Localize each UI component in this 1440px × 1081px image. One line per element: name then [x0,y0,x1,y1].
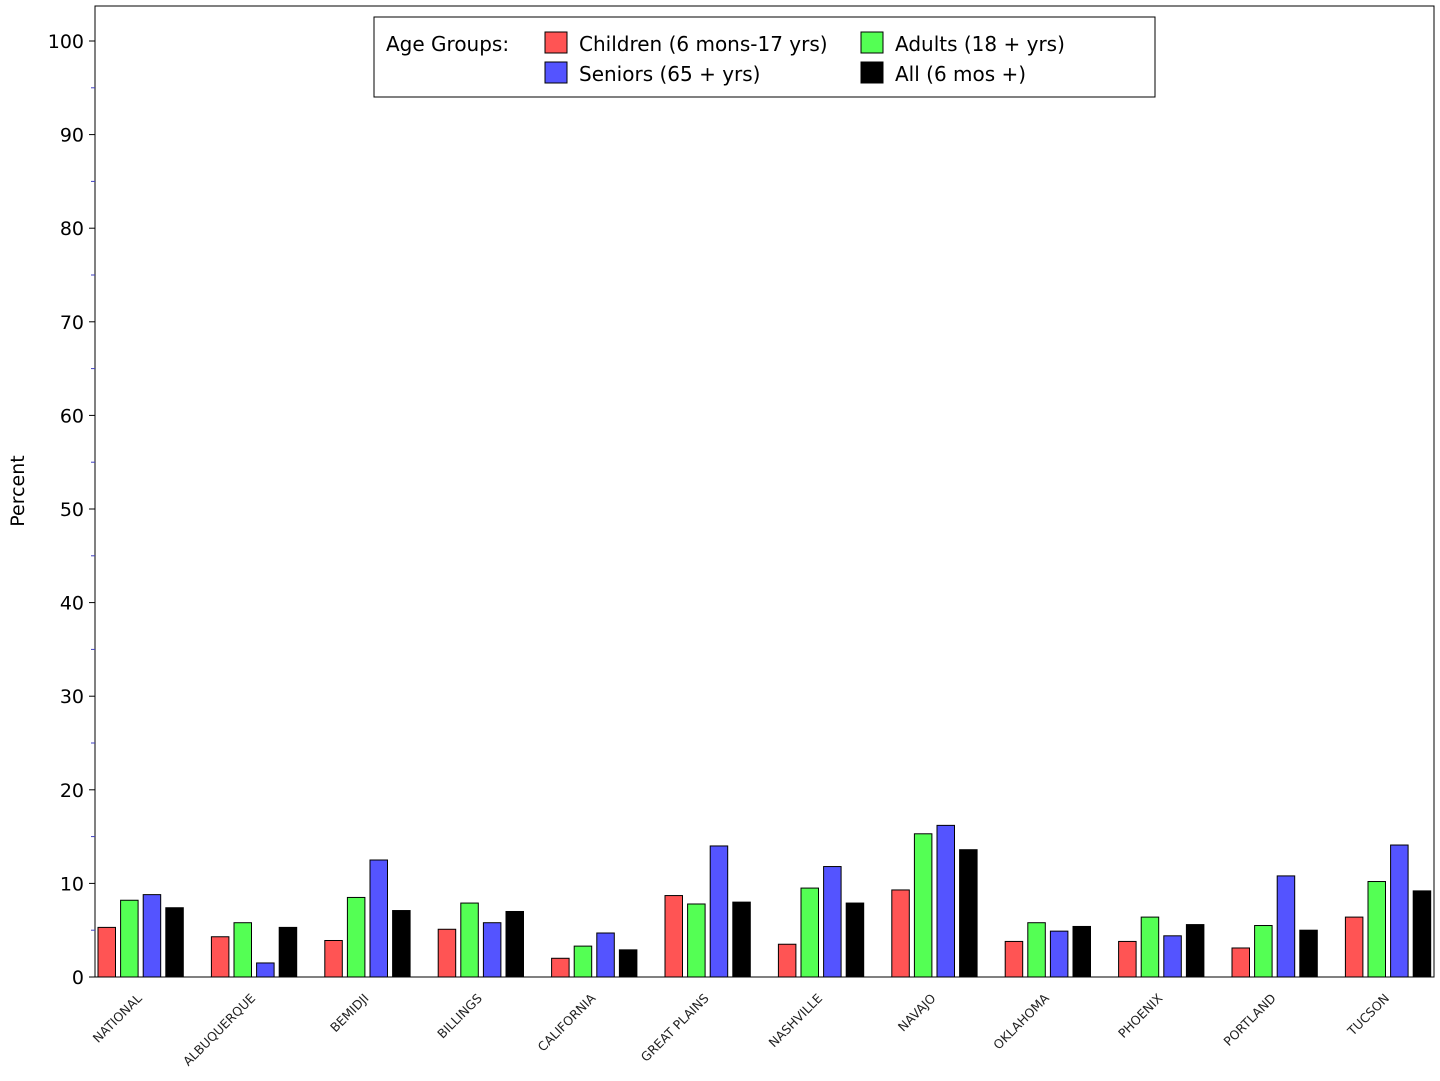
legend-swatch [860,61,884,84]
x-tick-label: TUCSON [1344,991,1393,1040]
bar [346,896,366,978]
bar [936,824,955,978]
bar [845,902,865,978]
x-axis: NATIONAL ALBUQUERQUE BEMIDJI BILLINGS CALIFO… [90,990,1393,1069]
y-axis-label: Percent [7,455,29,527]
y-tick-label: 20 [60,780,84,802]
legend-label: Adults (18 + yrs) [895,32,1065,56]
x-tick-label: OKLAHOMA [990,990,1052,1052]
x-tick-label: BILLINGS [434,990,485,1041]
bar [1367,881,1386,978]
y-tick-label: 40 [60,593,84,615]
plot-frame [94,5,1435,978]
bar [1004,940,1024,978]
bar [1299,929,1318,978]
y-tick-label: 80 [60,218,84,240]
bar [1163,935,1182,978]
legend-label: Seniors (65 + yrs) [579,62,760,86]
legend-box [373,16,1156,98]
bar [891,889,910,978]
bar [1390,844,1409,978]
bar [1185,924,1205,978]
bar [1118,940,1137,978]
bar [460,902,479,978]
bar [120,899,139,978]
bar [1049,930,1069,978]
legend: Age Groups: Children (6 mons-17 yrs) Adul… [373,16,1156,98]
legend-title: Age Groups: [386,32,509,56]
bar [959,849,978,978]
bar [1072,925,1091,978]
bar [551,957,570,978]
x-tick-label: GREAT PLAINS [638,990,712,1064]
y-tick-label: 0 [72,967,84,989]
bar [618,949,638,978]
legend-label: All (6 mos +) [895,62,1026,86]
bar [573,945,593,978]
bar [210,936,230,978]
bar [392,910,411,978]
bar [482,922,502,978]
bar [233,922,252,978]
legend-label: Children (6 mons-17 yrs) [579,32,828,56]
x-tick-label: PHOENIX [1115,990,1166,1041]
bar [97,926,116,978]
x-tick-label: CALIFORNIA [535,990,599,1054]
bar [1254,925,1273,978]
legend-items: Children (6 mons-17 yrs) Adults (18 + yrs… [544,31,1065,86]
bar [823,866,842,978]
y-tick-label: 90 [60,125,84,147]
bar [687,903,706,978]
x-tick-label: NASHVILLE [766,990,826,1050]
bar [664,895,683,978]
bar [709,845,729,978]
y-tick-label: 100 [48,31,84,53]
bar [913,833,933,978]
x-tick-label: NATIONAL [90,990,145,1045]
y-axis: 0 10 20 30 40 50 60 70 80 90 100 [48,31,95,989]
x-tick-label: BEMIDJI [327,991,372,1036]
y-tick-label: 70 [60,312,84,334]
x-tick-label: ALBUQUERQUE [180,990,258,1068]
legend-swatch [544,61,568,84]
y-tick-label: 10 [60,873,84,895]
bar [800,887,819,978]
bar [165,907,184,978]
bar [1140,916,1160,978]
x-tick-label: PORTLAND [1220,991,1278,1049]
bar [1276,875,1296,978]
x-tick-label: NAVAJO [895,990,939,1034]
bar [1412,890,1432,978]
bars-layer [97,824,1432,978]
y-tick-label: 30 [60,686,84,708]
bar [1231,947,1250,978]
bar [369,859,388,978]
bar [777,943,797,978]
bar [437,928,457,978]
bar [505,910,524,978]
bar [1344,916,1364,978]
bar [732,901,751,978]
bar [596,932,615,978]
y-tick-label: 60 [60,405,84,427]
bar [324,939,343,978]
bar [256,962,275,978]
bar [278,926,298,978]
legend-swatch [860,31,884,54]
bar [1027,922,1046,978]
legend-swatch [544,31,568,54]
y-tick-label: 50 [60,499,84,521]
bar [142,894,162,978]
